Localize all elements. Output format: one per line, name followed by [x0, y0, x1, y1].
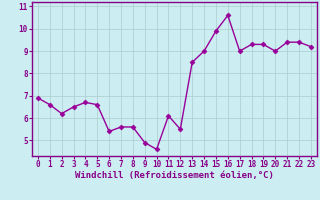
X-axis label: Windchill (Refroidissement éolien,°C): Windchill (Refroidissement éolien,°C)	[75, 171, 274, 180]
